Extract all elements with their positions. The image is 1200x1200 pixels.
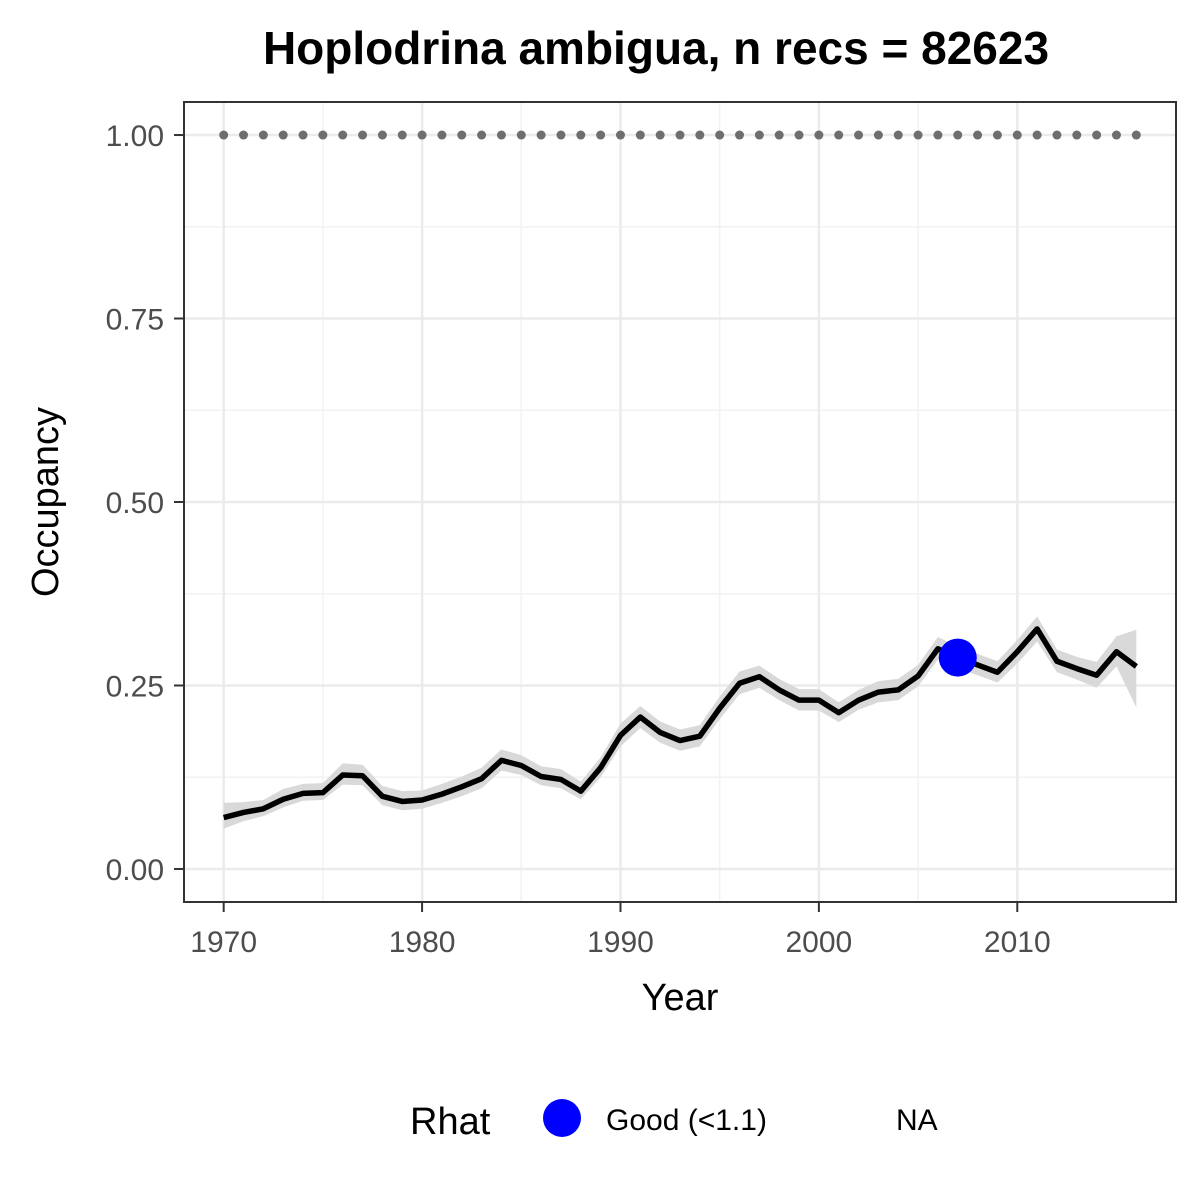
y-axis: 0.00 0.25 0.50 0.75 1.00: [106, 120, 184, 887]
upper-bound-dot: [1012, 130, 1022, 140]
y-tick-label: 1.00: [106, 120, 164, 153]
chart-title: Hoplodrina ambigua, n recs = 82623: [263, 22, 1049, 74]
rhat-points-layer: [938, 638, 977, 677]
upper-bound-dot: [834, 130, 844, 140]
upper-bound-dot: [675, 130, 685, 140]
upper-bound-dot: [814, 130, 824, 140]
upper-bound-dot: [536, 130, 546, 140]
y-tick-label: 0.75: [106, 304, 164, 337]
upper-bound-dot: [774, 130, 784, 140]
x-axis: 1970 1980 1990 2000 2010: [190, 902, 1051, 959]
upper-bound-dot: [715, 130, 725, 140]
upper-bound-dot: [953, 130, 963, 140]
upper-bound-dot: [219, 130, 229, 140]
legend: Rhat Good (<1.1) NA: [410, 1099, 938, 1143]
upper-bound-dot: [338, 130, 348, 140]
upper-bound-dot: [893, 130, 903, 140]
upper-bound-dot: [873, 130, 883, 140]
upper-bound-dot: [615, 130, 625, 140]
upper-bound-dot: [239, 130, 249, 140]
y-tick-label: 0.00: [106, 854, 164, 887]
upper-bound-dot: [278, 130, 288, 140]
upper-bound-dot: [695, 130, 705, 140]
upper-bound-dot: [298, 130, 308, 140]
upper-bound-dot: [437, 130, 447, 140]
upper-bound-dot: [397, 130, 407, 140]
y-tick-label: 0.25: [106, 670, 164, 703]
upper-bound-dot: [258, 130, 268, 140]
upper-bound-dot: [992, 130, 1002, 140]
y-axis-title: Occupancy: [25, 407, 67, 597]
upper-bound-dot: [1032, 130, 1042, 140]
upper-bound-dot: [933, 130, 943, 140]
upper-bound-dot: [1131, 130, 1141, 140]
x-tick-label: 2000: [786, 926, 853, 959]
rhat-point: [938, 638, 977, 677]
upper-bound-dot: [516, 130, 526, 140]
upper-bound-dot: [1111, 130, 1121, 140]
upper-bound-dot: [794, 130, 804, 140]
upper-bound-dot: [417, 130, 427, 140]
upper-bound-dot: [457, 130, 467, 140]
upper-bound-dot: [635, 130, 645, 140]
upper-bound-dot: [655, 130, 665, 140]
upper-bound-dot: [556, 130, 566, 140]
legend-key-good: [543, 1099, 581, 1137]
x-axis-title: Year: [642, 977, 719, 1019]
x-tick-label: 1990: [587, 926, 654, 959]
legend-title: Rhat: [410, 1101, 491, 1143]
major-gridlines: [184, 102, 1176, 902]
legend-label-good: Good (<1.1): [606, 1104, 767, 1137]
upper-bound-dot: [973, 130, 983, 140]
upper-bound-dot: [496, 130, 506, 140]
upper-bound-dot: [358, 130, 368, 140]
y-tick-label: 0.50: [106, 487, 164, 520]
x-tick-label: 1980: [389, 926, 456, 959]
upper-bound-dot: [1092, 130, 1102, 140]
upper-bound-dots-layer: [219, 130, 1141, 140]
occupancy-line: [222, 626, 1138, 821]
upper-bound-dot: [913, 130, 923, 140]
occupancy-line-layer: [222, 626, 1138, 821]
upper-bound-dot: [377, 130, 387, 140]
upper-bound-dot: [1052, 130, 1062, 140]
legend-label-na: NA: [896, 1104, 938, 1137]
upper-bound-dot: [754, 130, 764, 140]
upper-bound-dot: [1072, 130, 1082, 140]
x-tick-label: 1970: [190, 926, 257, 959]
upper-bound-dot: [477, 130, 487, 140]
upper-bound-dot: [735, 130, 745, 140]
upper-bound-dot: [854, 130, 864, 140]
upper-bound-dot: [318, 130, 328, 140]
upper-bound-dot: [576, 130, 586, 140]
upper-bound-dot: [596, 130, 606, 140]
x-tick-label: 2010: [984, 926, 1051, 959]
